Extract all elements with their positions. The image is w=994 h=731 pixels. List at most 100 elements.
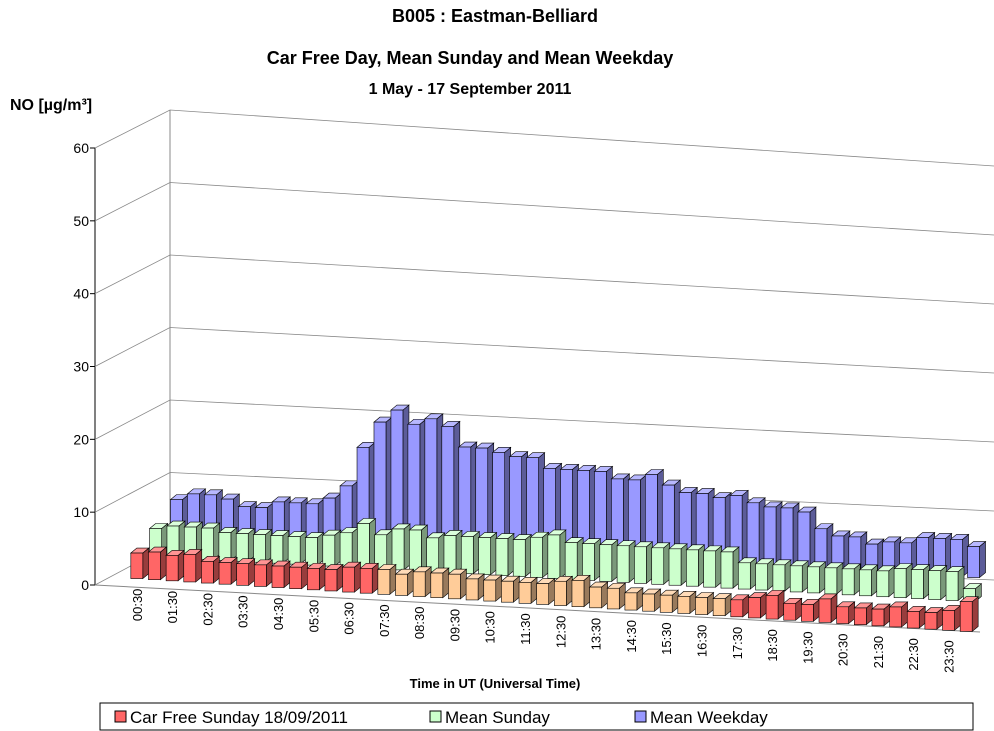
bar-front: [889, 606, 902, 628]
x-axis-title: Time in UT (Universal Time): [410, 676, 581, 691]
bar-front: [703, 550, 716, 588]
bar: [941, 604, 962, 631]
bar: [910, 564, 931, 600]
bar-front: [959, 601, 973, 632]
bar-front: [324, 569, 338, 592]
chart-subtitle: 1 May - 17 September 2011: [369, 81, 572, 98]
bar: [270, 529, 290, 564]
y-tick-label: 50: [73, 213, 89, 229]
bar: [474, 442, 495, 553]
bar: [547, 529, 567, 580]
bar: [780, 502, 800, 569]
bar-front: [789, 565, 803, 593]
bar: [729, 594, 750, 618]
x-tick-label: 00:30: [130, 589, 145, 622]
bar-front: [589, 586, 602, 609]
bar-front: [780, 507, 794, 569]
bar-front: [942, 610, 955, 631]
bar-front: [357, 523, 370, 569]
bar: [447, 568, 468, 600]
bar: [429, 567, 450, 599]
bar-front: [236, 563, 249, 586]
legend-swatch: [429, 710, 442, 723]
bar: [610, 473, 631, 560]
bar-front: [686, 549, 699, 587]
bar: [906, 605, 927, 629]
bar: [633, 541, 654, 584]
grid-line: [94, 327, 994, 374]
bar-front: [564, 542, 578, 580]
bar: [425, 532, 446, 573]
bar: [841, 563, 861, 596]
bar: [508, 451, 529, 555]
bar: [391, 523, 411, 571]
bar-front: [730, 599, 744, 618]
bar: [881, 536, 902, 574]
bar: [641, 588, 662, 612]
bar: [518, 576, 538, 604]
bar-front: [807, 566, 820, 594]
bar: [772, 559, 792, 592]
bar-front: [148, 551, 161, 580]
bar: [668, 543, 688, 586]
bar-front: [659, 594, 673, 613]
bar: [377, 563, 397, 595]
bar-front: [634, 546, 647, 584]
bar: [959, 596, 980, 633]
bar: [765, 589, 785, 620]
bar-front: [876, 570, 890, 598]
bar: [407, 418, 427, 550]
bar: [166, 520, 186, 559]
bar-front: [495, 538, 509, 576]
bar-front: [443, 535, 457, 574]
bar: [440, 420, 461, 552]
bar: [789, 560, 810, 593]
x-tick-label: 23:30: [942, 640, 957, 673]
bar-front: [201, 561, 214, 584]
bar: [677, 590, 697, 615]
bar-front: [755, 563, 768, 591]
bar: [888, 601, 909, 628]
bar-front: [512, 539, 526, 577]
bar: [564, 537, 584, 581]
bar-front: [430, 572, 444, 598]
bar-front: [518, 582, 532, 604]
bar-front: [893, 568, 907, 598]
bar-front: [967, 546, 980, 578]
y-axis-title: NO [µg/m³]: [10, 97, 92, 114]
bar: [424, 413, 444, 551]
bar: [443, 529, 463, 574]
legend-box: [99, 702, 974, 731]
bar: [571, 574, 591, 608]
bar: [218, 556, 238, 585]
bar: [831, 530, 851, 572]
bar: [165, 549, 185, 582]
bar-front: [748, 597, 761, 619]
bar: [495, 532, 515, 577]
bar: [394, 568, 415, 597]
x-tick-label: 04:30: [271, 598, 286, 631]
bar-front: [412, 571, 426, 597]
bar-front: [924, 612, 938, 630]
bar: [182, 548, 203, 583]
y-tick-label: 10: [73, 504, 89, 520]
bar: [235, 527, 256, 562]
bar: [359, 562, 380, 594]
bar: [500, 575, 521, 603]
bar-front: [582, 543, 595, 581]
bar-front: [547, 534, 561, 579]
bar-front: [391, 528, 405, 571]
bar: [525, 452, 546, 556]
bar-front: [460, 536, 474, 575]
bar: [529, 531, 550, 579]
bar-front: [554, 580, 567, 606]
bar: [702, 545, 723, 588]
y-tick-label: 40: [73, 286, 89, 302]
bar: [512, 533, 533, 578]
bar: [871, 603, 891, 627]
bar: [356, 517, 377, 569]
x-tick-label: 07:30: [377, 604, 392, 637]
bar: [598, 539, 619, 583]
bar-side: [979, 540, 986, 579]
bar-front: [642, 593, 655, 612]
